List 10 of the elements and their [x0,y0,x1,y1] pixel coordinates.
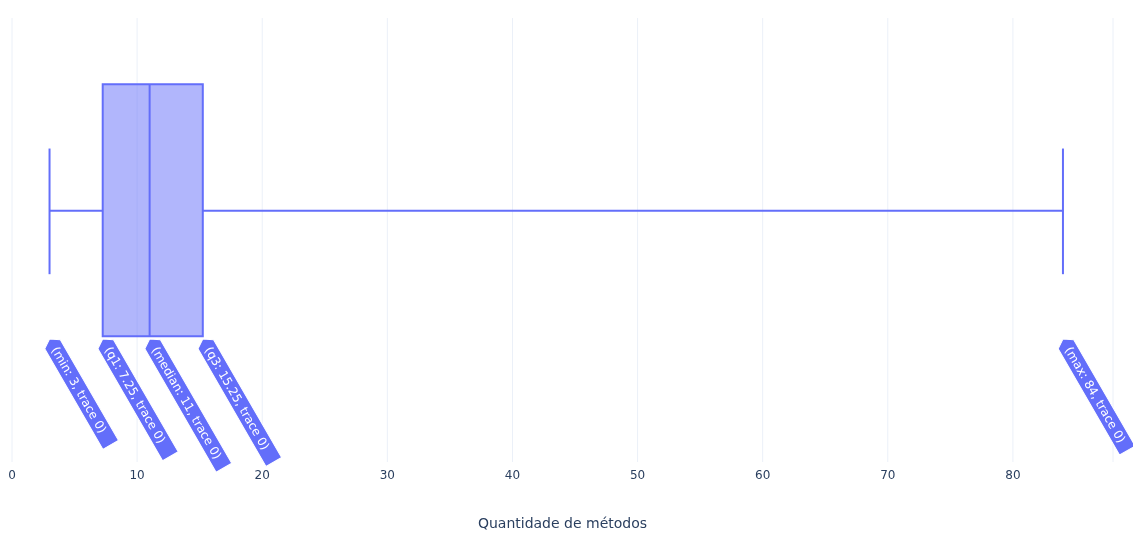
x-tick-label: 30 [379,467,395,482]
x-tick-label: 70 [880,467,896,482]
x-tick-label: 10 [129,467,145,482]
x-axis-title: Quantidade de métodos [477,515,648,531]
x-tick-label: 60 [755,467,771,482]
x-tick-label: 50 [629,467,646,482]
x-tick-label: 40 [504,467,521,482]
x-tick-label: 0 [8,467,16,482]
x-tick-label: 20 [254,467,270,482]
x-tick-label: 80 [1005,467,1021,482]
